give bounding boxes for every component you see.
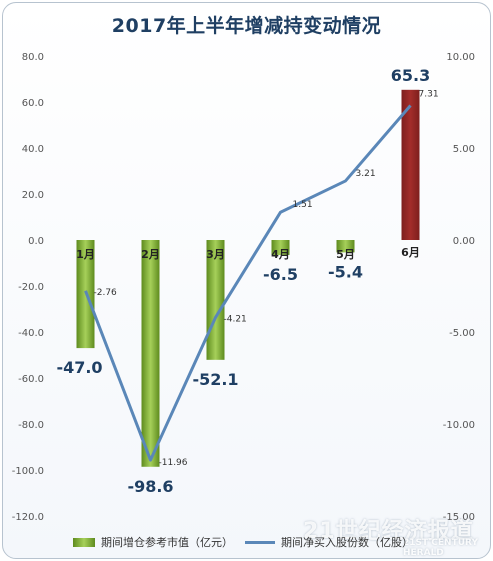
bar-data-label: -6.5 [263, 265, 298, 284]
y-left-tick-label: -60.0 [18, 374, 44, 385]
bar-data-label: 65.3 [391, 66, 430, 85]
y-right-tick-label: -5.00 [449, 328, 475, 339]
y-right-tick-label: -10.00 [443, 420, 475, 431]
bar [336, 240, 355, 253]
line-data-label: 3.21 [356, 169, 376, 179]
x-tick-label: 4月 [271, 248, 290, 261]
x-tick-label: 3月 [206, 248, 225, 261]
y-left-tick-label: 20.0 [22, 190, 44, 201]
y-right-tick-label: 5.00 [453, 144, 475, 155]
x-tick-label: 2月 [141, 248, 160, 261]
y-left-tick-label: 80.0 [22, 52, 44, 63]
y-left-tick-label: -80.0 [18, 420, 44, 431]
x-tick-label: 1月 [76, 248, 95, 261]
legend-item-bars: 期间增仓参考市值（亿元） [73, 534, 233, 550]
y-right-tick-label: 0.00 [453, 236, 475, 247]
legend-item-line: 期间净买入股份数（亿股） [245, 534, 413, 550]
y-left-tick-label: -120.0 [12, 512, 44, 523]
legend-swatch-line [245, 540, 275, 544]
legend: 期间增仓参考市值（亿元） 期间净买入股份数（亿股） [73, 534, 473, 554]
bar-data-label: -5.4 [328, 262, 363, 281]
bar [401, 89, 420, 240]
line-data-label: -4.21 [224, 314, 247, 324]
legend-swatch-bars [73, 537, 95, 547]
bar-data-label: -52.1 [192, 370, 238, 389]
y-right-tick-label: 10.00 [446, 52, 475, 63]
y-left-tick-label: -40.0 [18, 328, 44, 339]
chart-title: 2017年上半年增减持变动情况 [111, 15, 382, 37]
legend-label-line: 期间净买入股份数（亿股） [281, 536, 413, 549]
line-data-label: 7.31 [419, 89, 439, 99]
chart-canvas: 80.0 60.0 40.0 20.0 0.0 -20.0 -40.0 -60.0 -80.0 -… [12, 52, 475, 523]
x-tick-label: 6月 [401, 246, 420, 259]
y-left-tick-label: 40.0 [22, 144, 44, 155]
line-data-label: -2.76 [94, 288, 118, 298]
legend-label-bars: 期间增仓参考市值（亿元） [101, 536, 233, 549]
watermark-subtext: 21ST CENTURY HERALD [403, 538, 478, 558]
bar-data-label: -47.0 [56, 358, 102, 377]
y-left-tick-label: 0.0 [28, 236, 44, 247]
y-left-tick-label: 60.0 [22, 98, 44, 109]
x-tick-label: 5月 [336, 248, 355, 261]
bar-data-label: -98.6 [127, 477, 173, 496]
line-data-label: 1.51 [293, 200, 313, 210]
y-left-tick-label: -100.0 [12, 466, 44, 477]
y-right-tick-label: -15.00 [443, 512, 475, 523]
line-series-path [84, 104, 412, 462]
line-data-label: -11.96 [159, 458, 188, 468]
y-left-tick-label: -20.0 [18, 282, 44, 293]
bar [141, 240, 160, 467]
watermark-text: 21世纪经济报道 [303, 519, 474, 544]
bar [271, 240, 290, 255]
